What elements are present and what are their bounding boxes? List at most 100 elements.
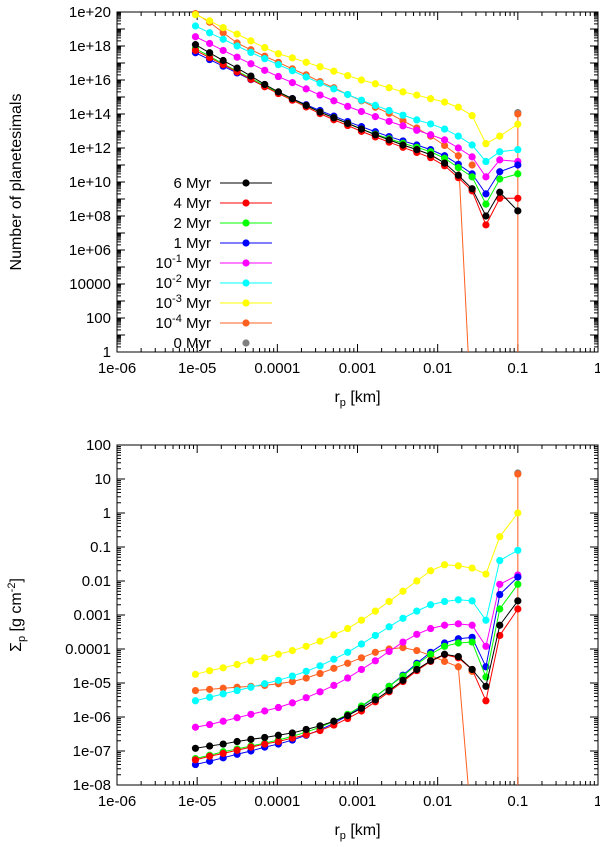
legend-item-10-2-myr: 10-2 Myr <box>155 273 272 292</box>
chart-2-series-10-4-myr-point <box>191 686 200 695</box>
chart-1-series-10-2-myr-point <box>496 148 504 156</box>
chart-2-y-tick-label: 1e-06 <box>73 709 111 726</box>
chart-2-series-10-1-myr-point <box>427 624 435 633</box>
chart-1-series-10-4-myr-point <box>514 110 522 118</box>
chart-1-series-10-3-myr-point <box>371 80 379 88</box>
chart-2-series-10-3-myr-point <box>440 561 449 569</box>
chart-2-series-10-3-myr-point <box>514 509 522 517</box>
chart-1-series-10-3-myr-point <box>427 95 435 103</box>
chart-1-series-6-myr-point <box>302 101 310 110</box>
chart-1-series-10-2-myr-point <box>219 35 227 43</box>
chart-2-y-tick-label: 0.0001 <box>65 641 111 658</box>
legend-item-10-3-myr: 10-3 Myr <box>155 293 272 312</box>
chart-2-x-tick-label: 0.0001 <box>254 793 300 810</box>
chart-2-series-10-4-myr-point <box>454 663 462 671</box>
chart-2-series-10-1-myr-point <box>371 657 379 665</box>
chart-2-series-10-1-myr-point <box>344 674 352 682</box>
chart-2-series-10-1-myr-point <box>357 665 366 674</box>
chart-2-x-axis-title: rp [km] <box>334 822 380 842</box>
chart-1-series-10-2-myr-point <box>233 42 241 50</box>
chart-1-series-10-1-myr-point <box>247 60 255 68</box>
chart-2-series-10-4-myr-point <box>413 646 421 655</box>
chart-2-series-4-myr-point <box>302 731 310 739</box>
chart-1-series-10-2-myr-point <box>427 120 435 128</box>
chart-1-x-tick-label: 1 <box>594 360 600 377</box>
chart-2-series-10-2-myr-point <box>274 676 282 684</box>
chart-2-series-10-4-myr-point <box>371 648 379 656</box>
chart-2-series-10-2-myr-point <box>454 596 462 604</box>
chart-1-series-10-1-myr-point <box>302 85 310 93</box>
chart-1-series-6-myr-point <box>316 108 324 116</box>
chart-2-series-6-myr-point <box>206 742 214 750</box>
chart-2-series-6-myr-point <box>427 657 435 665</box>
chart-1-series-10-4-myr-point <box>468 161 476 169</box>
chart-1-series-10-3-myr-point <box>344 72 352 80</box>
chart-2-series-10-3-myr-point <box>399 587 407 595</box>
chart-1-series-1-myr-point <box>482 190 490 198</box>
chart-2-series-10-3-myr-point <box>261 654 269 662</box>
chart-2-series-6-myr-point <box>482 682 490 690</box>
chart-1-x-tick-label: 1e-06 <box>98 360 136 377</box>
chart-2-x-tick-label: 1 <box>594 793 600 810</box>
chart-2-series-4-myr-point <box>219 749 227 757</box>
chart-1-series-6-myr-point <box>514 207 522 215</box>
chart-2-series-10-4-myr-point <box>330 664 338 672</box>
chart-2-series-10-3-myr-point <box>454 562 462 570</box>
chart-1-y-tick-label: 1e+20 <box>69 4 111 21</box>
chart-1-x-tick-label: 0.1 <box>507 360 528 377</box>
chart-1-series-10-3-myr-point <box>440 98 449 106</box>
chart-2-series-10-1-myr-point <box>219 717 227 725</box>
chart-2-series-10-2-myr-point <box>357 640 366 648</box>
chart-2-series-6-myr-point <box>399 676 407 684</box>
chart-2-y-tick-label: 0.001 <box>73 607 111 624</box>
chart-1-y-axis-title: Number of planetesimals <box>8 94 25 271</box>
chart-1-series-6-myr-point <box>247 72 255 80</box>
chart-2-series-10-3-myr-point <box>385 597 393 606</box>
chart-1-series-10-3-myr-point <box>288 54 296 62</box>
chart-2-series-1-myr-point <box>496 590 504 599</box>
chart-1-x-axis-title: rp [km] <box>334 389 380 409</box>
chart-1-y-tick-label: 10000 <box>69 276 111 293</box>
chart-2-series-10-1-myr-point <box>233 714 241 722</box>
chart-1-series-6-myr-point <box>233 64 241 72</box>
legend-item-2-myr: 2 Myr <box>174 215 272 232</box>
chart-1-series-10-1-myr-point <box>357 107 366 116</box>
legend-label: 4 Myr <box>174 195 212 212</box>
chart-2-series-10-2-myr-point <box>191 697 200 705</box>
chart-2-series-6-myr-point <box>233 737 241 746</box>
chart-1-series-10-4-myr-drop-line <box>457 155 469 353</box>
legend-item-10-1-myr: 10-1 Myr <box>155 253 272 272</box>
chart-1-series-10-1-myr-point <box>413 126 421 134</box>
chart-2-series-10-2-myr <box>191 546 522 705</box>
chart-2-series-4-myr-point <box>288 734 296 742</box>
chart-1-series-10-2-myr-point <box>261 55 269 63</box>
chart-1-y-tick-label: 1e+14 <box>69 106 111 123</box>
chart-1-series-10-3-myr-point <box>399 88 407 96</box>
chart-2-series-6-myr-point <box>496 621 504 629</box>
chart-1-series-1-myr-point <box>496 168 504 176</box>
chart-2-series-10-1-myr-point <box>274 703 282 712</box>
legend-label: 10-4 Myr <box>155 313 211 332</box>
chart-1-series-10-1-myr-point <box>454 144 462 152</box>
chart-2-y-tick-label: 1e-05 <box>73 675 111 692</box>
chart-1-series-6-myr-point <box>496 188 504 196</box>
legend-label: 10-2 Myr <box>155 273 211 292</box>
chart-2-series-6-myr-point <box>302 725 310 734</box>
chart-1-series-10-2-myr-point <box>206 29 214 37</box>
chart-1-series-10-3-myr <box>191 11 522 148</box>
chart-1-series-2-myr-point <box>468 173 476 181</box>
legend-item-10-4-myr: 10-4 Myr <box>155 313 272 332</box>
chart-1-series-10-2-myr-point <box>344 90 352 99</box>
chart-2-series-10-2-myr-point <box>261 680 269 688</box>
chart-1-series-10-3-myr-point <box>191 11 200 19</box>
chart-1-series-10-4-myr-point <box>399 117 407 125</box>
chart-1-series-10-1-myr-point <box>496 156 504 164</box>
chart-1-series-10-2-myr-point <box>514 146 522 154</box>
chart-2-series-6-myr-point <box>514 597 522 605</box>
chart-2-series-6-myr-point <box>274 731 282 739</box>
chart-2-y-tick-label: 0.1 <box>90 539 111 556</box>
chart-2-series-10-4-myr-point <box>514 470 522 478</box>
chart-1-series-10-3-myr-point <box>514 120 522 128</box>
